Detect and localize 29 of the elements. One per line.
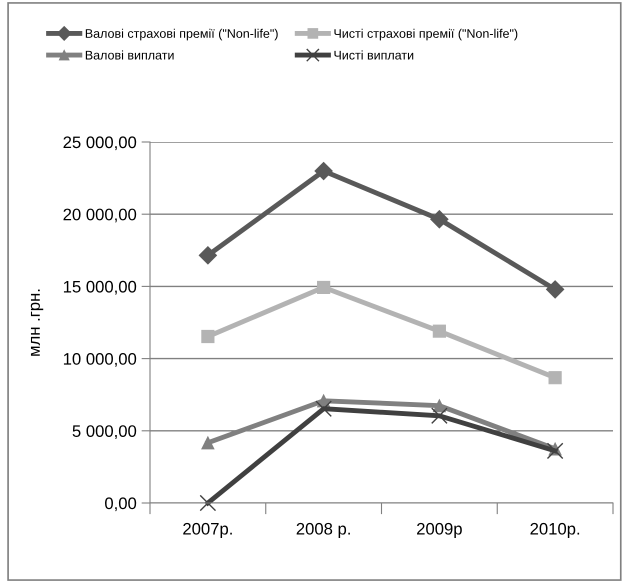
x-tick-label: 2008 р.: [296, 522, 350, 538]
point: [198, 246, 218, 265]
legend-label: Чисті виплати: [334, 50, 414, 60]
x-tick-label: 2010р.: [530, 522, 580, 538]
legend-label: Валові виплати: [86, 50, 174, 60]
point: [200, 494, 216, 512]
point: [317, 280, 330, 294]
y-axis-title: млн .грн.: [30, 290, 44, 356]
point: [430, 210, 449, 228]
point: [432, 324, 446, 338]
point: [546, 280, 564, 299]
point: [201, 436, 214, 450]
point: [315, 400, 332, 418]
y-tick-label: 20 000,00: [64, 208, 136, 222]
x-tick-label: 2009р: [417, 522, 462, 538]
point: [546, 442, 564, 460]
point: [548, 371, 562, 384]
y-tick-label: 25 000,00: [64, 136, 136, 150]
point: [314, 162, 333, 180]
legend-label: Валові страхові премії ("Non-life"): [86, 28, 278, 40]
y-tick-label: 10 000,00: [64, 353, 136, 367]
y-tick-label: 15 000,00: [64, 280, 136, 295]
y-tick-label: 5 000,00: [72, 425, 136, 439]
y-tick-label: 0,00: [105, 497, 136, 512]
point: [431, 407, 448, 424]
point: [432, 399, 446, 412]
x-tick-label: 2007р.: [183, 522, 232, 538]
legend-label: Чисті страхові премії ("Non-life"): [334, 28, 518, 40]
point: [201, 330, 214, 344]
